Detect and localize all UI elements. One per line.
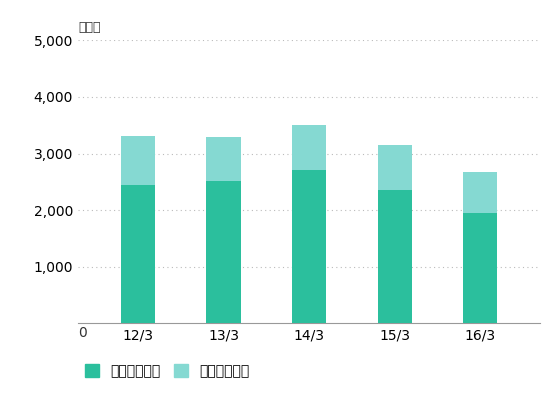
Bar bbox=[207, 181, 241, 323]
Bar bbox=[463, 213, 497, 323]
Bar bbox=[463, 172, 497, 213]
Bar bbox=[121, 136, 155, 185]
Legend: 投資信託事業, 投資顧問事業: 投資信託事業, 投資顧問事業 bbox=[85, 364, 250, 378]
Bar bbox=[292, 170, 326, 323]
Bar bbox=[378, 190, 412, 323]
Bar bbox=[378, 145, 412, 190]
Bar bbox=[292, 125, 326, 170]
Text: 百万円: 百万円 bbox=[78, 21, 100, 34]
Bar bbox=[121, 185, 155, 323]
Bar bbox=[207, 137, 241, 181]
Text: 0: 0 bbox=[78, 326, 87, 340]
